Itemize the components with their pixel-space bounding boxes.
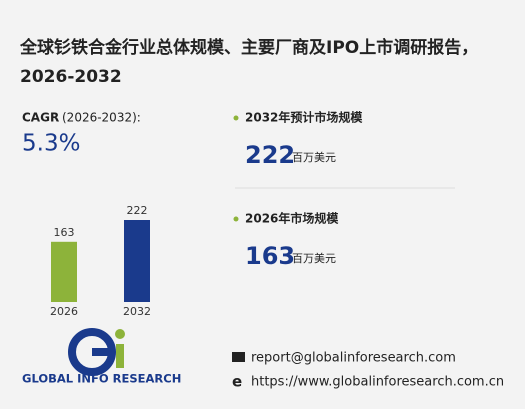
bar xyxy=(51,241,77,302)
stat-unit: 百万美元 xyxy=(292,151,336,164)
title-box: 全球钐铁合金行业总体规模、主要厂商及IPO上市调研报告，2026-2032 xyxy=(20,38,479,87)
logo-text: GLOBAL INFO RESEARCH xyxy=(22,372,181,386)
web-icon: e xyxy=(232,373,242,391)
stat-unit: 百万美元 xyxy=(292,252,336,265)
logo-mark xyxy=(68,328,125,376)
bar-value-label: 222 xyxy=(127,204,148,217)
bar xyxy=(124,220,150,302)
stat-value: 222 xyxy=(245,141,295,169)
website: https://www.globalinforesearch.com.cn xyxy=(251,375,504,390)
email: report@globalinforesearch.com xyxy=(251,351,456,366)
bullet xyxy=(233,216,239,222)
cagr-value: 5.3% xyxy=(22,131,80,157)
title: 全球钐铁合金行业总体规模、主要厂商及IPO上市调研报告，2026-2032 xyxy=(20,38,479,87)
cagr-label: CAGR xyxy=(22,111,59,125)
email-icon xyxy=(232,352,245,362)
bullet xyxy=(233,115,239,121)
stat-label: 2032年预计市场规模 xyxy=(245,110,363,125)
cagr-period: (2026-2032): xyxy=(62,111,141,125)
stat-value: 163 xyxy=(245,242,295,270)
x-tick-label: 2026 xyxy=(50,305,78,318)
stat-label: 2026年市场规模 xyxy=(245,211,339,226)
bar-value-label: 163 xyxy=(54,226,75,239)
x-tick-label: 2032 xyxy=(123,305,151,318)
